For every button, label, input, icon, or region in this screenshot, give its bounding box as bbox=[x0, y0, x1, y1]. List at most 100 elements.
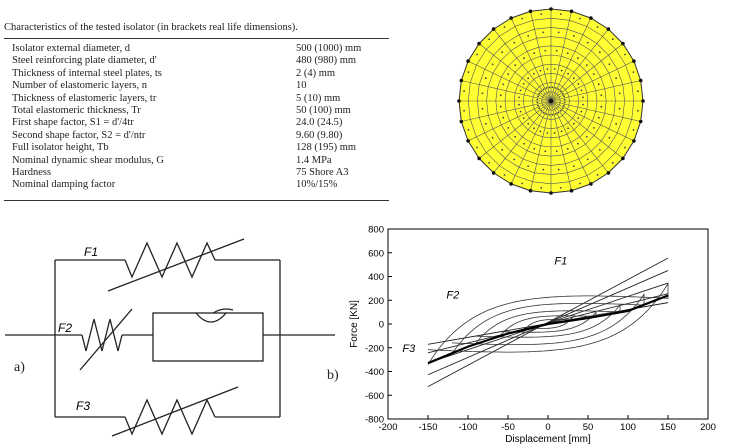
mesh-node-mark bbox=[572, 35, 575, 37]
table-bottom-rule bbox=[4, 200, 389, 201]
x-tick-label: 100 bbox=[620, 422, 636, 433]
x-tick-label: 150 bbox=[660, 422, 676, 433]
mesh-node-mark bbox=[563, 101, 566, 104]
table-row: Total elastomeric thickness, Tr 50 (100) … bbox=[12, 105, 361, 117]
mesh-boundary-node bbox=[606, 171, 611, 175]
panel-label-b: b) bbox=[327, 368, 339, 383]
mesh-boundary-node bbox=[606, 27, 611, 31]
mesh-boundary-node bbox=[638, 119, 643, 124]
mesh-node-mark bbox=[488, 38, 491, 41]
mesh-node-mark bbox=[624, 53, 626, 56]
mesh-node-mark bbox=[580, 110, 583, 113]
mesh-node-mark bbox=[572, 122, 575, 125]
mesh-spoke bbox=[461, 80, 552, 102]
x-tick-label: 0 bbox=[545, 422, 550, 433]
y-tick-label: -600 bbox=[365, 391, 384, 402]
mesh-spoke bbox=[550, 100, 609, 174]
mesh-node-mark bbox=[551, 113, 554, 116]
mesh-node-mark bbox=[540, 90, 543, 93]
mesh-node-mark bbox=[507, 127, 510, 129]
mesh-boundary-node bbox=[491, 27, 496, 31]
table-row: Second shape factor, S2 = d'/ntr 9.60 (9.… bbox=[12, 130, 361, 142]
mesh-node-mark bbox=[632, 71, 635, 73]
mesh-node-mark bbox=[533, 127, 535, 130]
mesh-node-mark bbox=[548, 113, 551, 116]
mesh-node-mark bbox=[561, 92, 564, 95]
panel-label-a: a) bbox=[14, 360, 25, 375]
mesh-node-mark bbox=[557, 88, 560, 91]
mesh-node-mark bbox=[522, 83, 525, 85]
mesh-node-mark bbox=[559, 187, 562, 189]
mesh-node-mark bbox=[481, 107, 484, 110]
mesh-node-mark bbox=[523, 142, 525, 145]
mesh-node-mark bbox=[499, 105, 502, 108]
mesh-node-mark bbox=[463, 109, 465, 112]
mesh-spoke bbox=[530, 11, 552, 102]
mesh-node-mark bbox=[553, 132, 556, 134]
mesh-node-mark bbox=[572, 165, 575, 168]
property-value: 75 Shore A3 bbox=[296, 167, 349, 179]
mesh-node-mark bbox=[491, 136, 494, 139]
property-label: Total elastomeric thickness, Tr bbox=[12, 105, 141, 117]
f1-line bbox=[427, 257, 669, 388]
spring-f3 bbox=[124, 398, 216, 436]
mesh-node-mark bbox=[592, 127, 595, 129]
mesh-spoke bbox=[510, 100, 552, 185]
mesh-node-mark bbox=[488, 161, 491, 164]
mesh-boundary-node bbox=[621, 156, 625, 161]
mesh-boundary-node bbox=[509, 182, 513, 186]
mesh-node-mark bbox=[597, 116, 600, 119]
mesh-boundary-node bbox=[459, 78, 464, 83]
mesh-node-mark bbox=[533, 72, 535, 75]
mesh-node-mark bbox=[600, 94, 603, 97]
y-tick-label: -800 bbox=[365, 415, 384, 426]
curve-label-f3: F3 bbox=[402, 343, 416, 355]
mesh-node-mark bbox=[596, 26, 599, 28]
mesh-node-mark bbox=[545, 113, 548, 115]
mesh-node-mark bbox=[579, 182, 581, 185]
x-tick-label: -50 bbox=[501, 422, 515, 433]
property-value: 24.0 (24.5) bbox=[296, 117, 343, 129]
y-tick-label: 400 bbox=[368, 272, 384, 283]
y-tick-label: 0 bbox=[379, 320, 384, 331]
mesh-node-mark bbox=[554, 113, 557, 115]
mesh-node-mark bbox=[592, 73, 595, 75]
mesh-node-mark bbox=[538, 92, 541, 95]
mesh-node-mark bbox=[559, 90, 562, 93]
x-tick-label: 200 bbox=[700, 422, 716, 433]
mesh-node-mark bbox=[485, 77, 487, 80]
mesh-node-mark bbox=[481, 92, 484, 95]
mesh-node-mark bbox=[563, 95, 565, 98]
mesh-boundary-node bbox=[549, 191, 553, 195]
mesh-spoke bbox=[550, 100, 572, 191]
mesh-node-mark bbox=[544, 150, 547, 153]
mesh-node-mark bbox=[577, 142, 579, 145]
force-displacement-chart: -200 -150 -100 -50 0 50 100 150 200 -800 -600 -400 -… bbox=[349, 225, 716, 444]
property-label: Nominal dynamic shear modulus, G bbox=[12, 154, 164, 166]
mesh-node-mark bbox=[563, 98, 566, 101]
mesh-node-mark bbox=[559, 13, 562, 16]
property-label: Hardness bbox=[12, 167, 52, 179]
mesh-spoke bbox=[530, 100, 552, 191]
mesh-boundary-node bbox=[466, 139, 470, 143]
mesh-node-mark bbox=[501, 51, 504, 54]
table-row: Nominal dynamic shear modulus, G 1.4 MPa bbox=[12, 155, 361, 167]
mesh-node-mark bbox=[539, 130, 542, 133]
mesh-node-mark bbox=[521, 182, 523, 185]
mesh-node-mark bbox=[577, 117, 580, 119]
mesh-node-mark bbox=[585, 64, 588, 67]
mesh-node-mark bbox=[551, 86, 554, 89]
mesh-node-mark bbox=[611, 38, 614, 41]
f2-loop bbox=[499, 311, 597, 337]
mesh-node-mark bbox=[557, 168, 560, 171]
mesh-node-mark bbox=[502, 116, 505, 119]
f3-backbone bbox=[427, 294, 669, 365]
mesh-node-mark bbox=[582, 96, 584, 99]
mesh-node-mark bbox=[533, 52, 536, 55]
mesh-node-mark bbox=[608, 63, 611, 66]
property-value: 480 (980) mm bbox=[296, 55, 357, 67]
mesh-node-mark bbox=[560, 130, 563, 133]
mesh-node-mark bbox=[582, 103, 584, 106]
table-row: Full isolator height, Tb 128 (195) mm bbox=[12, 142, 361, 154]
mesh-node-mark bbox=[596, 174, 599, 176]
